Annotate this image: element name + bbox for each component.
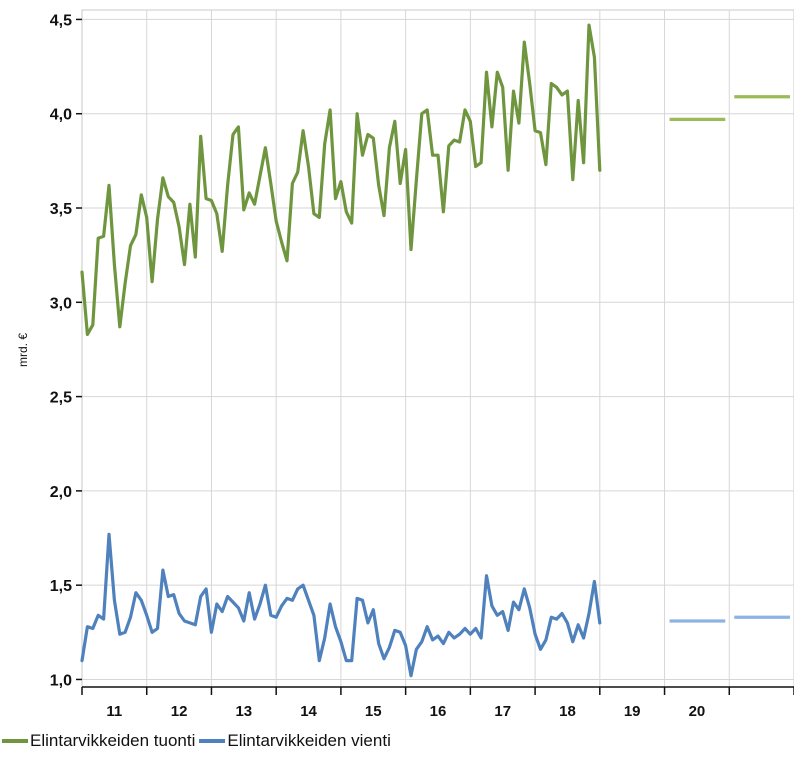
series-line-0 <box>80 23 602 336</box>
grid <box>81 9 794 688</box>
y-tick-label: 2,0 <box>50 484 72 501</box>
y-axis: 1,0 1,5 2,0 2,5 3,0 3,5 4,0 4,5 <box>50 12 82 689</box>
legend-label-tuonti: Elintarvikkeiden tuonti <box>30 731 196 750</box>
legend-item-tuonti: Elintarvikkeiden tuonti <box>2 731 195 751</box>
x-tick-label: 11 <box>106 703 122 720</box>
y-tick-label: 1,0 <box>50 672 72 689</box>
x-tick-label: 14 <box>300 703 317 720</box>
x-tick-label: 15 <box>365 703 382 720</box>
x-axis: 11 12 13 14 15 16 17 18 19 20 <box>81 686 794 720</box>
legend-label-vienti: Elintarvikkeiden vienti <box>227 731 391 750</box>
x-tick-label: 12 <box>171 703 188 720</box>
x-tick-label: 18 <box>559 703 576 720</box>
y-tick-label: 1,5 <box>50 578 72 595</box>
legend-swatch-vienti <box>199 739 226 743</box>
line-chart: 1,01,52,02,53,03,54,04,5 11 12 13 14 15 16 17 1… <box>16 9 794 720</box>
legend: Elintarvikkeiden tuonti Elintarvikkeiden… <box>2 731 395 751</box>
x-tick-label: 16 <box>430 703 447 720</box>
y-tick-label: 4,5 <box>50 12 72 29</box>
y-tick-label: 3,5 <box>50 201 72 218</box>
y-tick-label: 2,5 <box>50 390 72 407</box>
series-lines <box>80 23 602 678</box>
forecast-lines <box>669 95 790 623</box>
legend-swatch-tuonti <box>2 739 28 743</box>
x-tick-label: 19 <box>624 703 641 720</box>
legend-item-vienti: Elintarvikkeiden vienti <box>199 731 391 751</box>
x-tick-label: 20 <box>689 703 706 720</box>
y-axis-title: mrd. € <box>16 333 30 367</box>
x-tick-label: 17 <box>494 703 511 720</box>
series-line-1 <box>80 532 602 678</box>
y-tick-label: 3,0 <box>50 295 72 312</box>
x-tick-label: 13 <box>235 703 252 720</box>
y-tick-label: 4,0 <box>50 107 72 124</box>
